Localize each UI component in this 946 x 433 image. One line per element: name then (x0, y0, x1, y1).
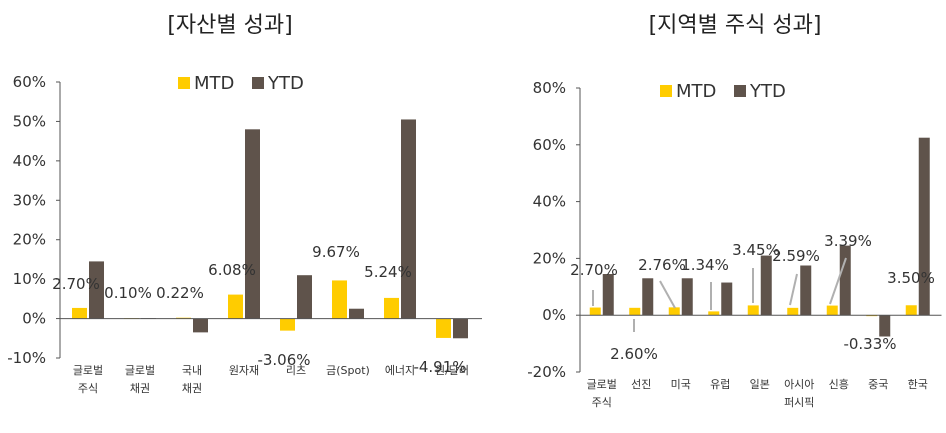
category-label: 글로벌 (587, 378, 617, 391)
category-label: 미국 (671, 378, 691, 391)
y-tick-label: 40% (533, 193, 566, 211)
category-label: 글로벌 (125, 364, 155, 377)
ytd-bar (839, 245, 851, 316)
ytd-bar (721, 282, 733, 316)
data-label: -3.06% (257, 351, 310, 369)
mtd-bar (384, 297, 399, 319)
category-label: 유럽 (710, 377, 730, 391)
y-tick-label: -20% (527, 363, 566, 381)
data-label: 2.70% (570, 261, 618, 279)
y-tick-label: 50% (13, 112, 46, 130)
ytd-bar (245, 129, 260, 319)
y-tick-label: 40% (13, 152, 46, 170)
y-tick-label: -10% (7, 349, 46, 367)
category-label: 퍼시픽 (784, 396, 814, 409)
y-tick-label: 60% (13, 73, 46, 91)
y-tick-label: 20% (13, 231, 46, 249)
data-label: 0.10% (104, 284, 152, 302)
data-label: -4.91% (413, 358, 466, 376)
legend-swatch-mtd (660, 85, 672, 97)
ytd-bar (453, 318, 468, 339)
data-label-leader (789, 273, 798, 306)
category-label: 금(Spot) (326, 364, 370, 377)
ytd-bar (681, 278, 693, 316)
ytd-bar (879, 315, 891, 337)
mtd-bar (826, 305, 838, 316)
category-label: 원/달러 (435, 364, 469, 377)
mtd-bar (905, 305, 917, 316)
mtd-bar (228, 294, 243, 319)
category-label: 에너지 (385, 364, 415, 377)
mtd-bar (280, 318, 295, 331)
category-label: 채권 (182, 382, 202, 395)
y-tick-label: 20% (533, 249, 566, 267)
category-label: 한국 (908, 378, 928, 391)
category-label: 신흥 (829, 377, 849, 391)
mtd-bar (332, 280, 347, 319)
legend-label-ytd: YTD (749, 81, 786, 102)
category-label: 글로벌 (73, 364, 103, 377)
y-tick-label: 10% (13, 270, 46, 288)
legend-swatch-ytd (252, 77, 264, 89)
data-label: 2.70% (52, 275, 100, 293)
category-label: 주식 (592, 396, 612, 409)
category-label: 아시아 (784, 378, 814, 391)
data-label: 0.22% (156, 284, 204, 302)
category-label: 국내 (182, 364, 202, 377)
mtd-bar (787, 307, 799, 316)
ytd-bar (602, 274, 614, 316)
category-label: 원자재 (229, 364, 259, 377)
data-label: 6.08% (208, 261, 256, 279)
mtd-bar (436, 318, 451, 338)
y-tick-label: 0% (542, 306, 566, 324)
data-label: 2.60% (610, 345, 658, 363)
mtd-bar (629, 307, 641, 316)
ytd-bar (349, 308, 364, 319)
category-label: 주식 (78, 382, 98, 395)
y-tick-label: 0% (22, 310, 46, 328)
data-label: 2.59% (772, 247, 820, 265)
mtd-bar (747, 305, 759, 316)
ytd-bar (297, 275, 312, 319)
category-label: 중국 (868, 378, 888, 391)
chart-2-title: [지역별 주식 성과] (649, 13, 822, 38)
data-label: 3.50% (887, 269, 935, 287)
y-tick-label: 60% (533, 136, 566, 154)
category-label: 일본 (750, 377, 770, 391)
data-label: 3.45% (732, 241, 780, 259)
ytd-bar (760, 255, 772, 316)
ytd-bar (89, 261, 104, 319)
legend-label-mtd: MTD (194, 73, 234, 94)
data-label-leader (659, 280, 676, 309)
mtd-bar (589, 307, 601, 316)
data-label: 5.24% (364, 263, 412, 281)
data-label: 1.34% (681, 256, 729, 274)
category-label: 리츠 (286, 364, 306, 377)
legend-label-mtd: MTD (676, 81, 716, 102)
category-label: 선진 (631, 378, 651, 391)
data-label: 9.67% (312, 243, 360, 261)
chart-1-title: [자산별 성과] (167, 13, 292, 38)
data-label-leader (829, 257, 847, 305)
y-tick-label: 30% (13, 191, 46, 209)
legend-swatch-mtd (178, 77, 190, 89)
ytd-bar (642, 278, 654, 316)
category-label: 채권 (130, 382, 150, 395)
legend-swatch-ytd (734, 85, 746, 97)
ytd-bar (800, 265, 812, 316)
mtd-bar (708, 311, 720, 316)
ytd-bar (401, 119, 416, 319)
data-label: 2.76% (638, 256, 686, 274)
y-tick-label: 80% (533, 79, 566, 97)
ytd-bar (918, 137, 930, 316)
mtd-bar (72, 307, 87, 319)
data-label: -0.33% (843, 335, 896, 353)
data-label: 3.39% (824, 232, 872, 250)
ytd-bar (193, 318, 208, 333)
legend-label-ytd: YTD (267, 73, 304, 94)
mtd-bar (668, 307, 680, 316)
